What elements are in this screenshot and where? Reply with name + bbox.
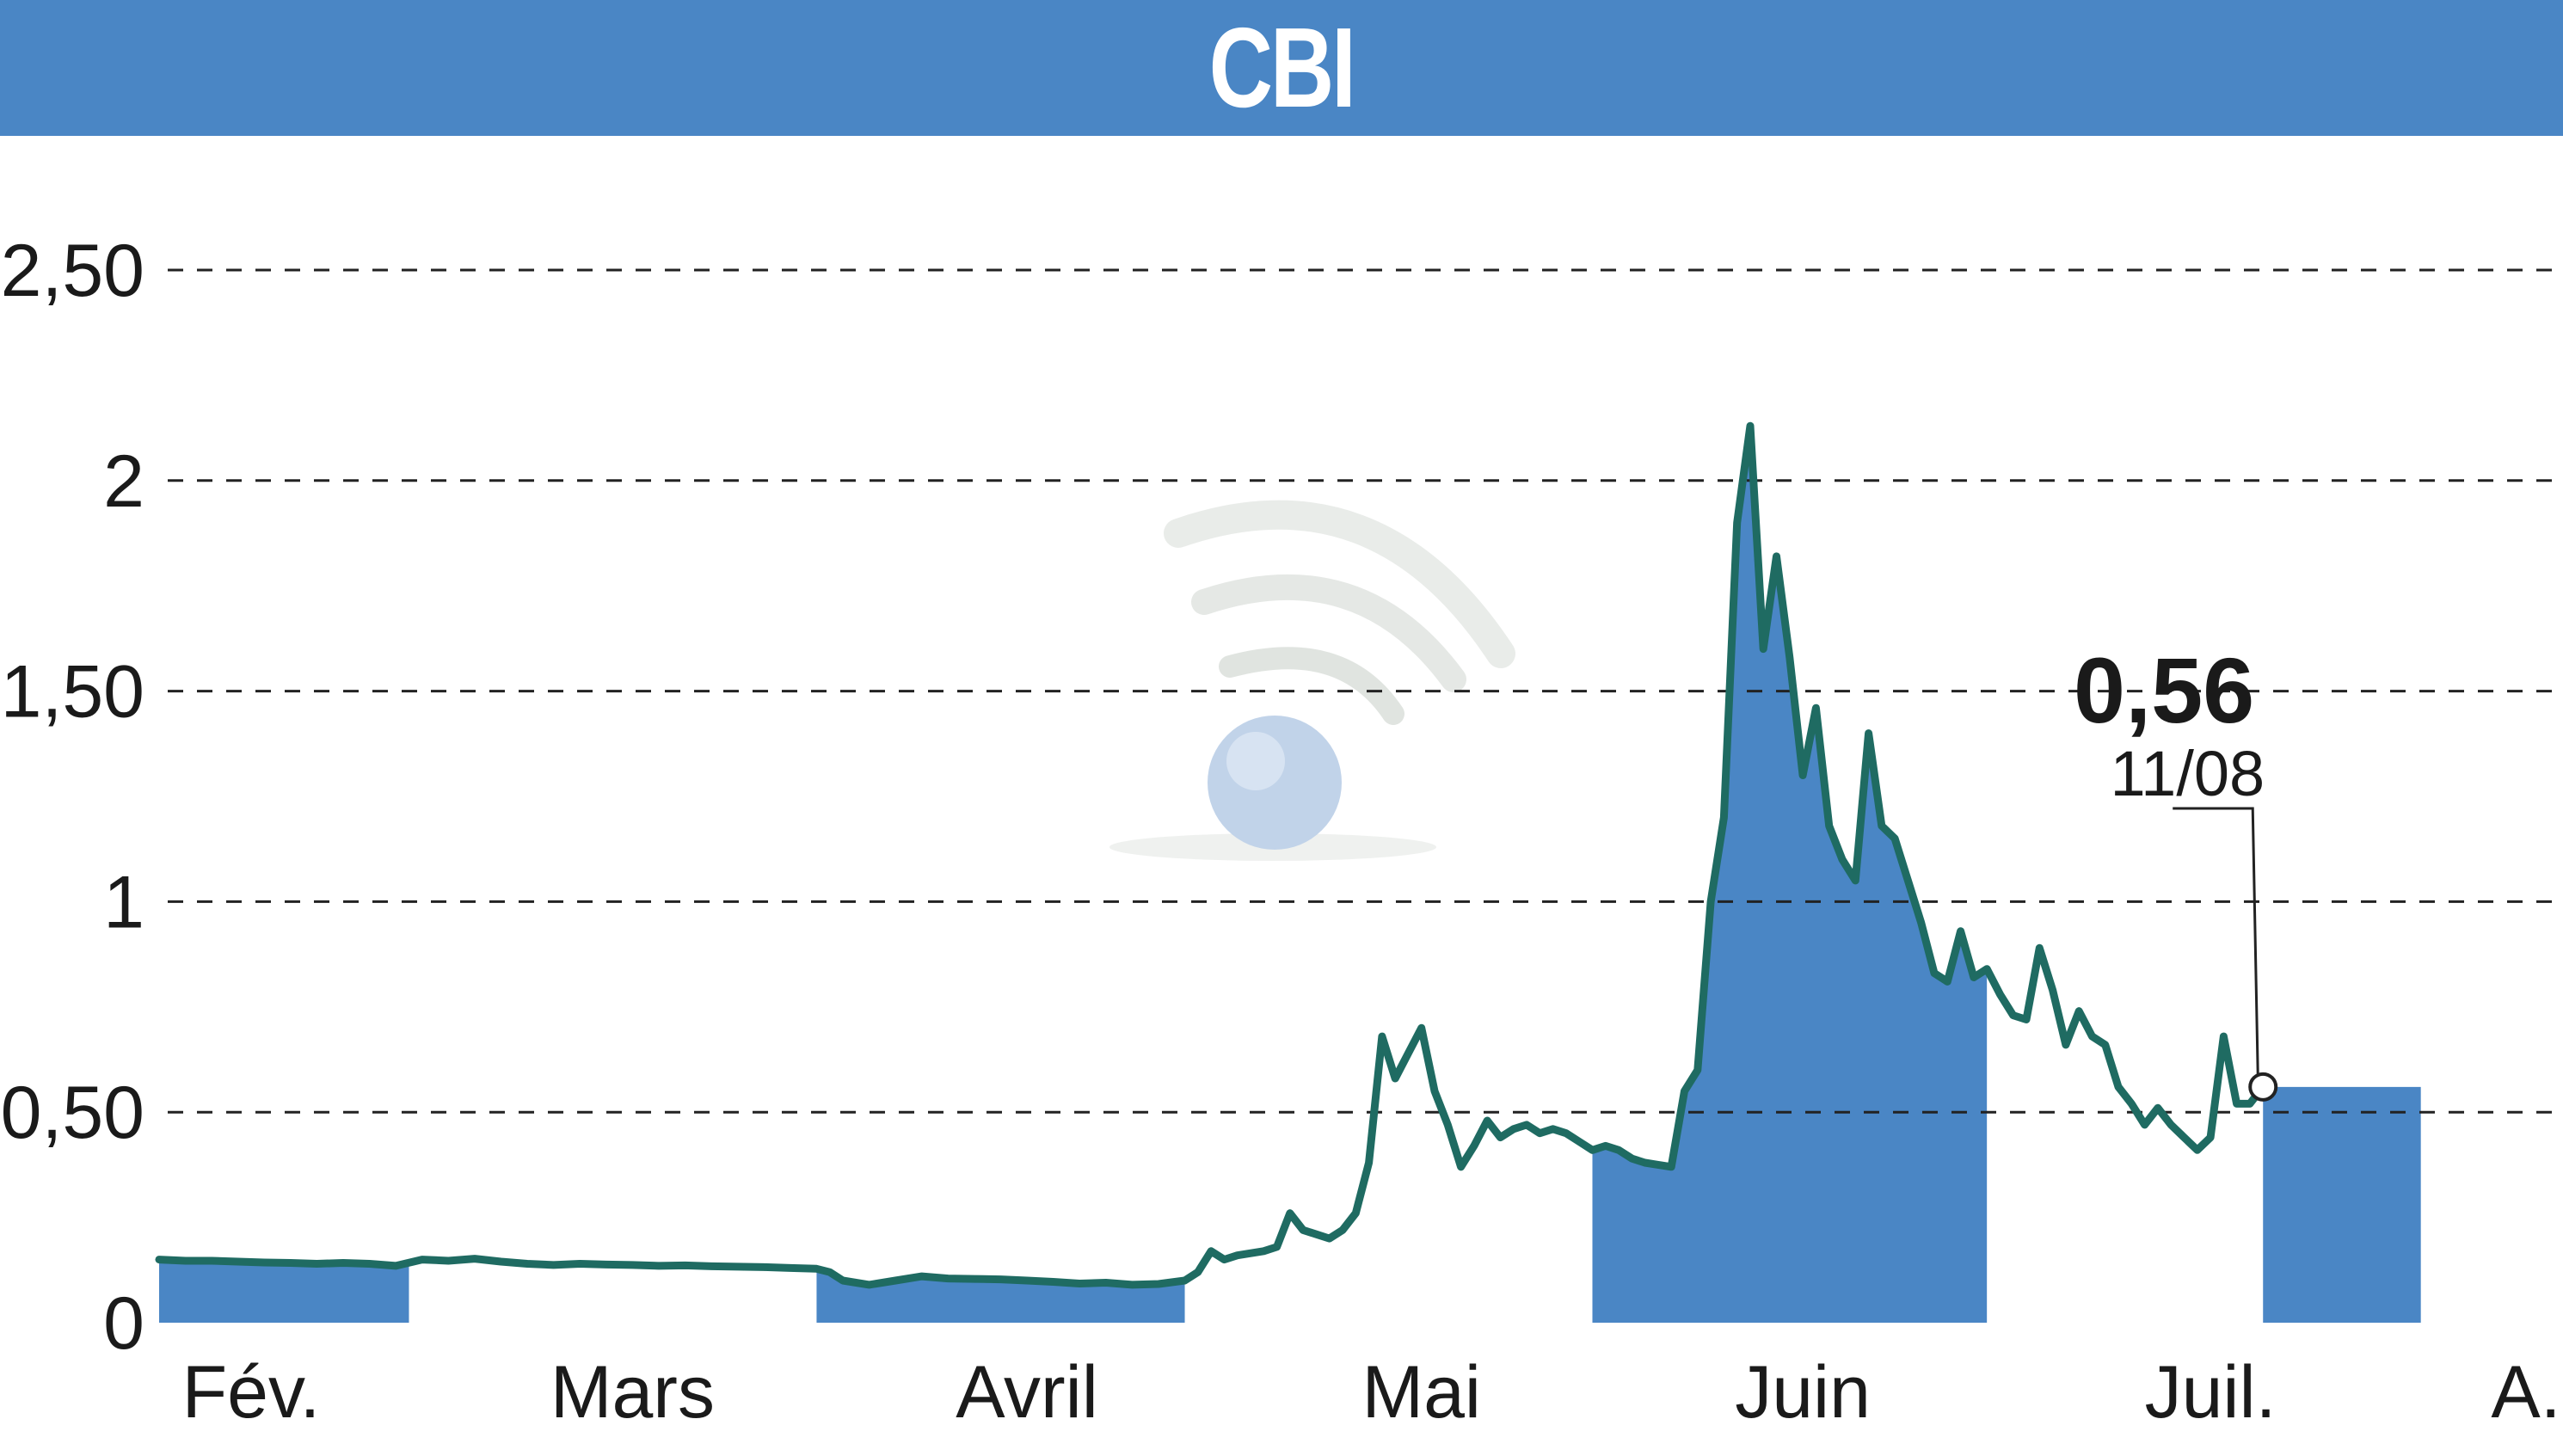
- y-tick-label: 0,50: [1, 1072, 144, 1154]
- x-tick-label: Juin: [1735, 1351, 1871, 1434]
- shaded-span-2: [1592, 426, 1988, 1324]
- watermark-logo: [1109, 500, 1515, 861]
- y-tick-label: 1: [103, 861, 144, 943]
- last-value-label: 0,56: [2074, 638, 2254, 742]
- shaded-span-3: [2263, 1086, 2421, 1323]
- x-tick-label: Juil.: [2145, 1351, 2277, 1434]
- y-tick-label: 0: [103, 1282, 144, 1365]
- last-value-leader-line: [2173, 807, 2259, 1074]
- last-date-label: 11/08: [2111, 738, 2265, 809]
- x-axis-tick-labels: Fév. Mars Avril Mai Juin Juil. A.: [182, 1351, 2561, 1434]
- shaded-month-spans: [159, 426, 2421, 1324]
- title-bar: CBI: [0, 0, 2563, 136]
- x-tick-label: Mai: [1361, 1351, 1481, 1434]
- y-tick-label: 1,50: [1, 651, 144, 734]
- price-line: [155, 421, 2267, 1289]
- x-tick-label: Avril: [956, 1351, 1098, 1434]
- y-axis-tick-labels: 0 0,50 1 1,50 2 2,50: [1, 230, 144, 1365]
- x-tick-label: A.: [2491, 1351, 2560, 1434]
- y-tick-label: 2: [103, 440, 144, 523]
- y-tick-label: 2,50: [1, 230, 144, 312]
- x-tick-label: Mars: [550, 1351, 715, 1434]
- last-value-marker: [2248, 1072, 2278, 1102]
- chart-title: CBI: [1209, 4, 1356, 131]
- x-tick-label: Fév.: [182, 1351, 321, 1434]
- shaded-span-0: [159, 1259, 409, 1323]
